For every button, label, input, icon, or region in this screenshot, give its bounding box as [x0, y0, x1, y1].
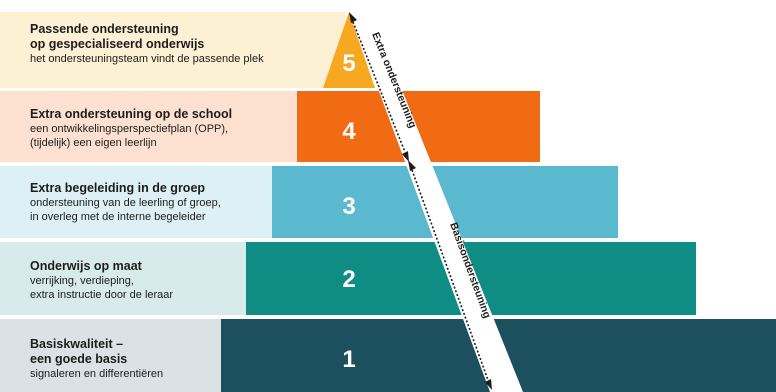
level-1-description: signaleren en differentiëren	[30, 368, 330, 382]
level-4-desc-line: (tijdelijk) een eigen leerlijn	[30, 136, 157, 149]
level-5-number: 5	[342, 50, 356, 77]
level-4-number: 4	[342, 118, 356, 145]
level-2-number: 2	[342, 266, 356, 293]
level-4-background	[0, 91, 300, 162]
level-3-description: ondersteuning van de leerling of groep, …	[30, 197, 330, 224]
level-2-background	[0, 242, 255, 315]
upper-arrow-head-top	[349, 12, 357, 23]
level-1-text: Basiskwaliteit – een goede basis signale…	[30, 337, 330, 382]
level-2-description: verrijking, verdieping, extra instructie…	[30, 275, 330, 302]
level-5-title-line: Passende ondersteuning	[30, 22, 179, 36]
upper-arrow-head-bottom	[402, 151, 409, 162]
level-4-text: Extra ondersteuning op de school een ont…	[30, 107, 330, 150]
level-2-text: Onderwijs op maat verrijking, verdieping…	[30, 259, 330, 302]
lower-arrow-line	[411, 169, 489, 381]
level-4-title: Extra ondersteuning op de school	[30, 107, 330, 122]
level-3-number: 3	[342, 193, 356, 220]
level-3-desc-line: ondersteuning van de leerling of groep,	[30, 197, 221, 209]
level-4-title-line: Extra ondersteuning op de school	[30, 107, 233, 121]
lower-arrow-head-top	[408, 160, 416, 171]
level-1-title-line: Basiskwaliteit –	[30, 337, 124, 351]
lower-arrow-head-bottom	[485, 379, 492, 390]
diagonal-white-stripe	[349, 10, 523, 392]
level-1-background	[0, 319, 230, 392]
level-2-title: Onderwijs op maat	[30, 259, 330, 274]
level-3-background	[0, 166, 280, 238]
level-2-title-line: Onderwijs op maat	[30, 259, 142, 273]
level-4-desc-line: een ontwikkelingsperspectiefplan (OPP),	[30, 123, 229, 135]
level-1-title: Basiskwaliteit – een goede basis	[30, 337, 330, 367]
level-1-desc-line: signaleren en differentiëren	[30, 368, 164, 380]
level-2-desc-line: verrijking, verdieping,	[30, 275, 134, 287]
level-4-description: een ontwikkelingsperspectiefplan (OPP), …	[30, 123, 330, 150]
level-5-text: Passende ondersteuning op gespecialiseer…	[30, 22, 330, 67]
level-5-title: Passende ondersteuning op gespecialiseer…	[30, 22, 330, 52]
level-5-description: het ondersteuningsteam vindt de passende…	[30, 53, 330, 67]
upper-arrow-line	[352, 21, 406, 153]
level-3-title: Extra begeleiding in de groep	[30, 181, 330, 196]
level-3-title-line: Extra begeleiding in de groep	[30, 181, 206, 195]
level-1-number: 1	[342, 346, 356, 373]
level-2-desc-line: extra instructie door de leraar	[30, 288, 174, 301]
level-3-text: Extra begeleiding in de groep ondersteun…	[30, 181, 330, 224]
level-1-title-line: een goede basis	[30, 352, 128, 366]
level-5-desc-line: het ondersteuningsteam vindt de passende…	[30, 53, 264, 65]
level-5-title-line: op gespecialiseerd onderwijs	[30, 37, 205, 51]
level-3-desc-line: in overleg met de interne begeleider	[30, 210, 206, 223]
level-5-background	[0, 12, 345, 88]
